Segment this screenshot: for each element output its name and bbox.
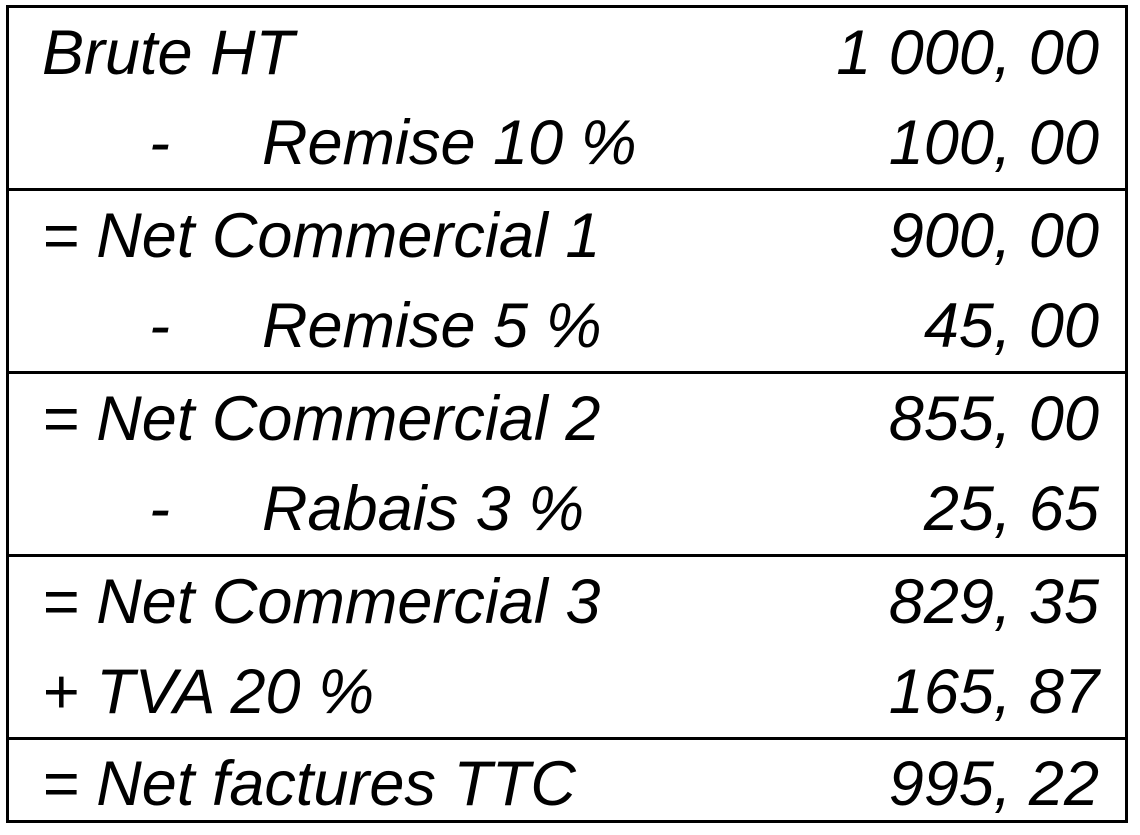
- row-group-net-commercial-2: = Net Commercial 2 855, 00 - Rabais 3 % …: [9, 374, 1125, 557]
- row-value: 829, 35: [888, 567, 1099, 637]
- table-row-net-factures-ttc: = Net factures TTC 995, 22: [9, 740, 1125, 828]
- row-prefix: -: [149, 474, 170, 544]
- row-label: Remise 5 %: [262, 291, 602, 361]
- table-row-rabais-3: - Rabais 3 % 25, 65: [9, 464, 1125, 554]
- row-label: Brute HT: [42, 18, 295, 88]
- row-label: = Net Commercial 1: [42, 201, 601, 271]
- row-value: 995, 22: [888, 749, 1099, 819]
- row-prefix: -: [149, 108, 170, 178]
- table-row-brute-ht: Brute HT 1 000, 00: [9, 8, 1125, 98]
- row-value: 855, 00: [888, 384, 1099, 454]
- row-label: Remise 10 %: [262, 108, 637, 178]
- table-row-tva-20: + TVA 20 % 165, 87: [9, 647, 1125, 737]
- row-label: = Net Commercial 2: [42, 384, 601, 454]
- row-value: 165, 87: [888, 657, 1099, 727]
- table-row-net-commercial-2: = Net Commercial 2 855, 00: [9, 374, 1125, 464]
- table-row-net-commercial-1: = Net Commercial 1 900, 00: [9, 191, 1125, 281]
- row-label: + TVA 20 %: [42, 657, 375, 727]
- row-value: 100, 00: [888, 108, 1099, 178]
- row-label: Rabais 3 %: [262, 474, 585, 544]
- row-group-net-factures-ttc: = Net factures TTC 995, 22: [9, 740, 1125, 828]
- row-value: 1 000, 00: [836, 18, 1099, 88]
- row-group-net-commercial-3: = Net Commercial 3 829, 35 + TVA 20 % 16…: [9, 557, 1125, 740]
- table-row-net-commercial-3: = Net Commercial 3 829, 35: [9, 557, 1125, 647]
- table-row-remise-10: - Remise 10 % 100, 00: [9, 98, 1125, 188]
- invoice-calculation-table: Brute HT 1 000, 00 - Remise 10 % 100, 00…: [6, 5, 1128, 823]
- row-label: = Net factures TTC: [42, 749, 576, 819]
- row-value: 25, 65: [923, 474, 1099, 544]
- row-prefix: -: [149, 291, 170, 361]
- row-value: 45, 00: [923, 291, 1099, 361]
- table-row-remise-5: - Remise 5 % 45, 00: [9, 281, 1125, 371]
- row-value: 900, 00: [888, 201, 1099, 271]
- row-group-brute: Brute HT 1 000, 00 - Remise 10 % 100, 00: [9, 8, 1125, 191]
- row-label: = Net Commercial 3: [42, 567, 601, 637]
- row-group-net-commercial-1: = Net Commercial 1 900, 00 - Remise 5 % …: [9, 191, 1125, 374]
